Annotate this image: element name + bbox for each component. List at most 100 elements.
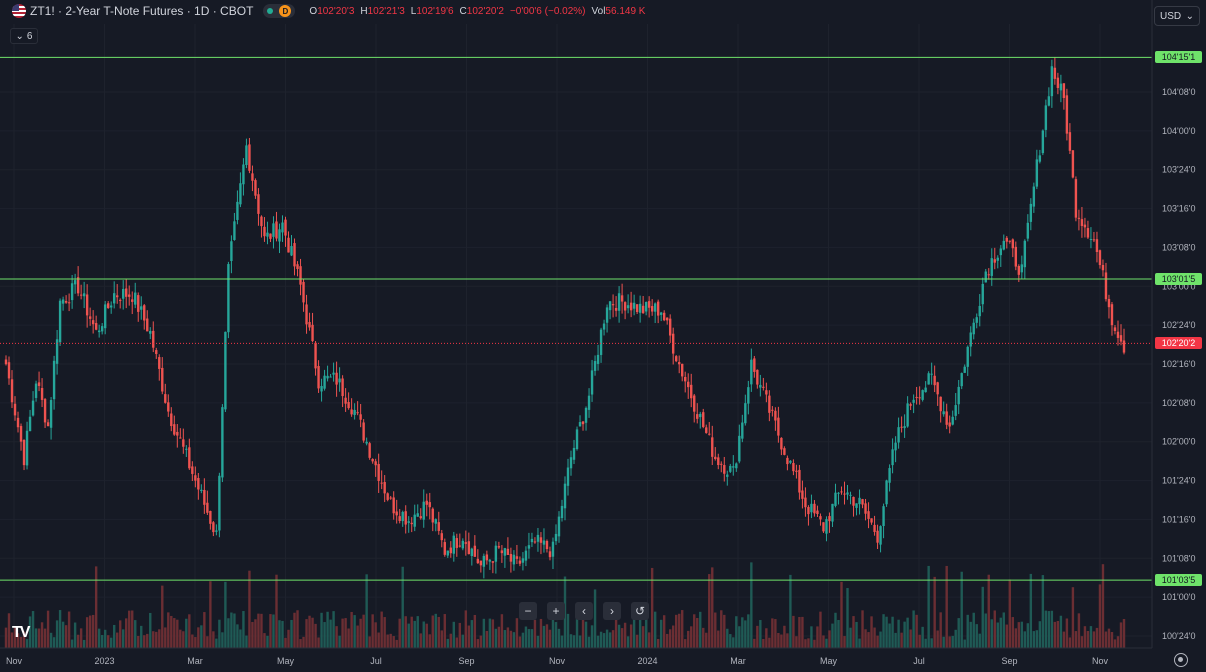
time-axis[interactable]: Nov 2023 Mar May Jul Sep Nov 2024 Mar May Jul Sep No…: [0, 647, 1152, 666]
volume-bar: [554, 622, 558, 648]
volume-bar: [732, 637, 735, 648]
volume-bar: [620, 628, 624, 648]
ohlc-low: L102'19'6: [410, 5, 454, 17]
candle-body: [10, 379, 14, 403]
candle-body: [500, 550, 504, 554]
candle-body: [939, 396, 942, 412]
candle-body: [581, 421, 585, 425]
volume-bar: [455, 637, 459, 648]
candle-body: [112, 293, 116, 304]
candle-body: [40, 388, 44, 400]
price-tick-label: 101'08'0: [1162, 553, 1195, 563]
candle-body: [533, 541, 537, 543]
candle-body: [963, 366, 966, 373]
zoom-in-button[interactable]: +: [547, 602, 565, 620]
volume-bar: [281, 620, 284, 648]
volume-bar: [768, 637, 771, 648]
volume-bar: [209, 581, 212, 648]
time-tick-label: Sep: [458, 656, 474, 666]
volume-bar: [308, 615, 311, 648]
volume-bar: [1068, 637, 1072, 648]
settings-icon[interactable]: [1174, 653, 1188, 667]
volume-bar: [350, 611, 353, 648]
candle-body: [1083, 224, 1087, 228]
volume-bar: [918, 634, 921, 648]
volume-bar: [834, 612, 837, 648]
volume-bar: [1041, 575, 1045, 648]
volume-bar: [212, 631, 215, 648]
volume-bar: [251, 621, 254, 648]
scroll-left-button[interactable]: ‹: [575, 602, 593, 620]
volume-bar: [711, 567, 714, 648]
volume-bar: [91, 614, 95, 648]
volume-bar: [921, 626, 924, 648]
time-tick-label: May: [820, 656, 838, 666]
zoom-out-button[interactable]: −: [519, 602, 537, 620]
candle-body: [401, 511, 404, 522]
candle-body: [128, 294, 131, 297]
market-status[interactable]: D: [263, 4, 296, 18]
candle-body: [302, 281, 305, 303]
candle-body: [293, 243, 296, 267]
candle-body: [347, 402, 350, 409]
volume-bar: [638, 616, 642, 648]
volume-bar: [37, 628, 41, 648]
volume-bar: [524, 626, 528, 648]
volume-bar: [693, 614, 696, 648]
volume-bar: [596, 635, 600, 648]
volume-bar: [1086, 631, 1090, 648]
volume-bar: [804, 639, 807, 648]
candle-body: [1107, 298, 1111, 308]
volume-bar: [140, 625, 143, 648]
indicators-collapse-button[interactable]: ⌄ 6: [10, 28, 38, 44]
volume-bar: [491, 619, 495, 648]
candle-body: [879, 526, 882, 545]
candle-body: [981, 283, 984, 305]
reset-chart-button[interactable]: ↺: [631, 602, 649, 620]
volume-bar: [359, 618, 362, 648]
volume-bar: [569, 634, 573, 648]
currency-select[interactable]: USD ⌄: [1154, 6, 1200, 26]
candle-body: [593, 361, 597, 371]
symbol-title[interactable]: ZT1! · 2-Year T-Note Futures · 1D · CBOT: [30, 4, 254, 18]
candle-body: [452, 535, 456, 554]
volume-bar: [49, 632, 53, 648]
candle-body: [545, 540, 549, 550]
volume-bar: [278, 620, 281, 648]
candle-body: [46, 422, 50, 427]
volume-bar: [143, 635, 146, 648]
price-axis[interactable]: 104'08'0 104'00'0 103'24'0 103'16'0 103'08'0…: [1151, 0, 1206, 672]
volume-bar: [521, 632, 525, 648]
volume-bar: [1011, 617, 1015, 648]
volume-bar: [855, 621, 858, 648]
candle-body: [1068, 132, 1072, 151]
volume-bar: [10, 632, 14, 648]
volume-bar: [726, 628, 729, 648]
volume-bar: [488, 618, 492, 648]
candle-body: [407, 521, 410, 523]
volume-bar: [879, 631, 882, 648]
volume-bar: [626, 636, 630, 648]
tradingview-logo[interactable]: TV: [12, 624, 31, 641]
candle-body: [816, 510, 819, 515]
candle-body: [28, 416, 32, 432]
volume-readout: Vol56.149 K: [591, 5, 646, 17]
volume-bar: [1014, 628, 1018, 648]
candle-body: [738, 435, 741, 462]
candle-body: [1050, 66, 1054, 97]
level-price-tag: 101'03'5: [1155, 574, 1202, 587]
price-tick-label: 102'16'0: [1162, 359, 1195, 369]
candle-body: [215, 530, 218, 532]
candle-body: [458, 545, 462, 547]
indicator-count: 6: [26, 30, 33, 42]
candle-body: [924, 387, 927, 393]
volume-bar: [404, 616, 407, 648]
volume-bar: [975, 624, 978, 648]
candle-body: [515, 556, 519, 559]
price-tick-label: 102'24'0: [1162, 320, 1195, 330]
candle-body: [194, 475, 197, 481]
volume-bar: [837, 619, 840, 648]
volume-bar: [257, 613, 260, 648]
scroll-right-button[interactable]: ›: [603, 602, 621, 620]
